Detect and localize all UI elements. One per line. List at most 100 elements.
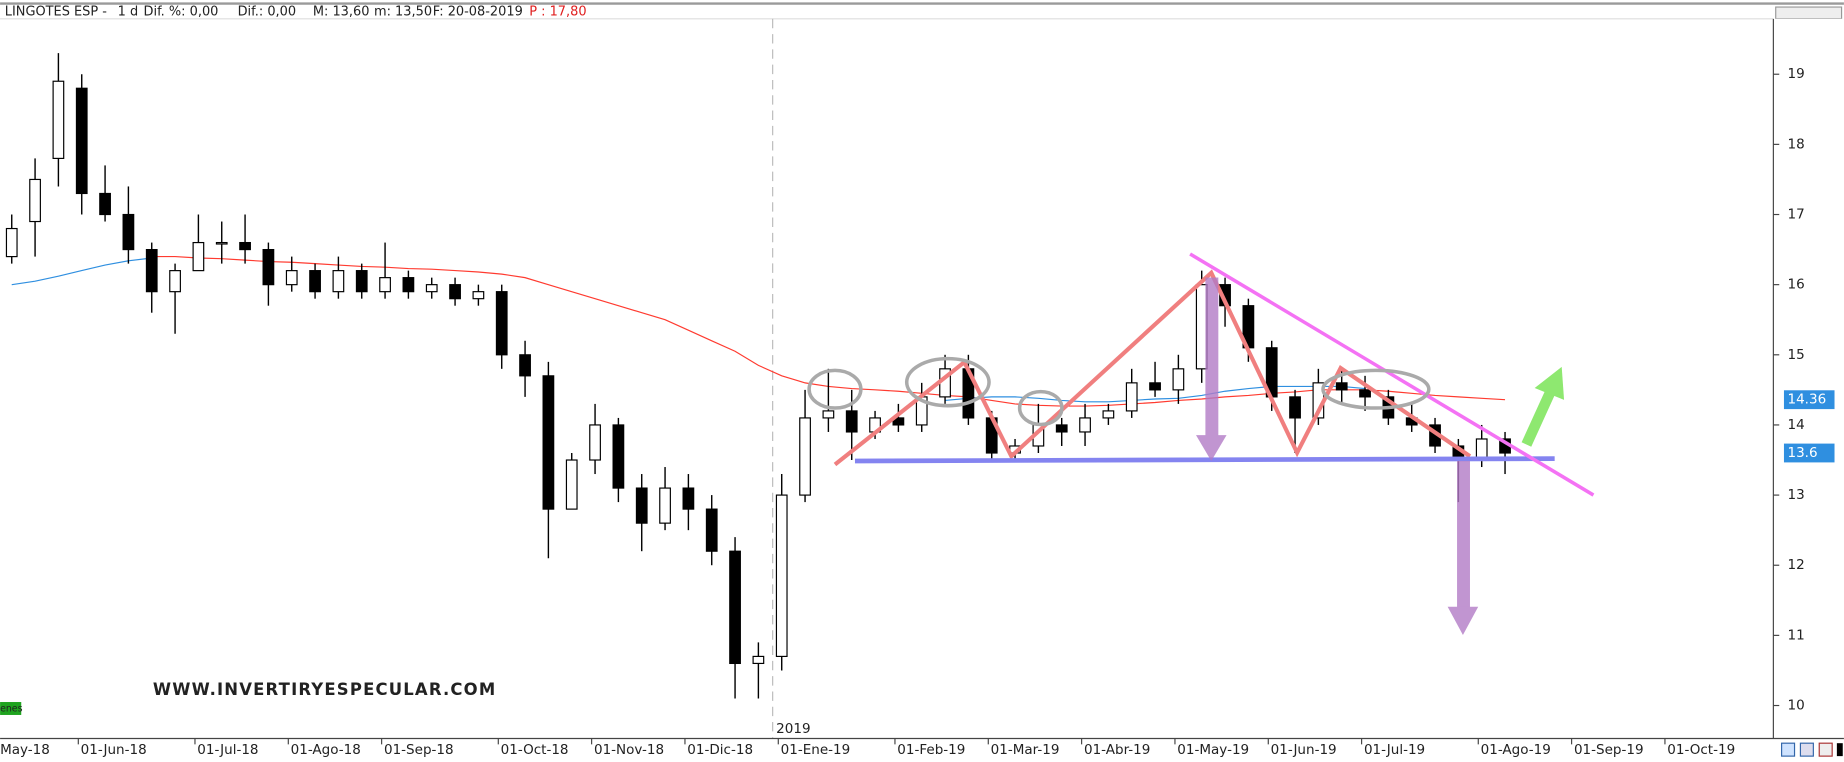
x-tick-label: 01-Ago-18 (291, 742, 361, 758)
candle-body (309, 270, 321, 293)
price-tag (1783, 390, 1835, 410)
candle-body (1079, 417, 1091, 433)
candle-body (99, 192, 111, 216)
header-field: F: 20-08-2019 (433, 4, 523, 19)
x-tick-label: 01-Oct-19 (1667, 742, 1735, 758)
candle-body (542, 375, 555, 510)
candle-body (122, 213, 135, 251)
target-arrow (1447, 460, 1479, 635)
x-tick-label: 01-Ene-19 (781, 742, 851, 758)
x-tick-label: 01-Jul-18 (197, 742, 258, 758)
candle-body (799, 417, 811, 496)
candle-body (1055, 424, 1068, 433)
x-tick-label: 01-Sep-18 (384, 742, 454, 758)
y-tick-label: 18 (1787, 136, 1804, 152)
x-tick-label: 01-Nov-18 (594, 742, 664, 758)
scroll-widget[interactable] (1775, 6, 1843, 20)
candle-body (215, 241, 228, 245)
candle-body (1172, 368, 1185, 391)
price-field: P : 17,80 (529, 4, 586, 19)
candle-body (1102, 410, 1115, 419)
candle-body (449, 284, 461, 300)
candle-body (845, 410, 858, 433)
candle-body (519, 354, 531, 377)
price-tag-label: 13.6 (1787, 445, 1817, 461)
candle-body (355, 270, 368, 293)
header-field: m: 13,50 (374, 4, 432, 19)
candle-body (169, 270, 181, 293)
x-tick-label: May-18 (0, 742, 50, 758)
candle-body (402, 277, 415, 293)
header-field: Dif. %: 0,00 (144, 4, 219, 19)
y-axis-panel (1773, 18, 1844, 739)
header-field: M: 13,60 (313, 4, 370, 19)
x-tick-label: 01-Jul-19 (1364, 742, 1425, 758)
y-tick-label: 11 (1787, 627, 1804, 643)
x-tick-label: 01-Feb-19 (897, 742, 965, 758)
icon[interactable] (1799, 742, 1814, 757)
candle-body (729, 550, 741, 665)
icon[interactable] (1781, 742, 1796, 757)
x-tick-label: 01-Mar-19 (991, 742, 1060, 758)
header-field: Dif.: 0,00 (238, 4, 297, 19)
toolbar-icons (1781, 742, 1843, 757)
x-tick-label: 01-Oct-18 (501, 742, 569, 758)
candle-body (1149, 382, 1161, 391)
candle-body (659, 487, 671, 524)
support-line (854, 456, 1555, 464)
year-label: 2019 (776, 721, 810, 737)
trend-line (1189, 252, 1595, 497)
plot-area (5, 53, 1511, 699)
annotations (807, 252, 1595, 635)
candle-body (332, 270, 345, 293)
y-tick-label: 14 (1787, 417, 1804, 433)
icon[interactable] (1818, 742, 1833, 757)
y-tick-label: 15 (1787, 347, 1804, 363)
candle-body (379, 277, 391, 293)
indicator-label: enes (0, 704, 23, 715)
candle-body (752, 655, 765, 665)
candle-body (472, 291, 485, 300)
icon[interactable] (1836, 743, 1843, 757)
x-tick-label: 01-Jun-18 (81, 742, 147, 758)
highlight-circle (1321, 368, 1431, 410)
candle-body (5, 227, 18, 258)
y-tick-label: 10 (1787, 698, 1804, 714)
x-tick-label: 01-Dic-18 (687, 742, 753, 758)
candle-body (565, 459, 578, 510)
candle-body (75, 87, 88, 195)
candle-body (145, 248, 158, 293)
candle-body (822, 410, 835, 419)
y-tick-label: 13 (1787, 487, 1804, 503)
price-tag-label: 14.36 (1787, 392, 1826, 408)
candle-body (1125, 382, 1138, 412)
highlight-circle (1017, 389, 1064, 427)
candle-body (262, 248, 275, 286)
candle-body (705, 508, 718, 552)
highlight-circle (904, 356, 991, 408)
candle-body (682, 487, 695, 510)
candle-body (1289, 396, 1301, 419)
candle-body (892, 417, 905, 426)
candle-body (29, 178, 41, 223)
candle-body (192, 241, 205, 272)
candle-body (1359, 389, 1371, 398)
x-tick-label: 01-May-19 (1177, 742, 1249, 758)
candle-body (612, 424, 625, 489)
highlight-circle (807, 368, 863, 410)
candle-body (52, 80, 65, 159)
x-tick-label: 01-Abr-19 (1084, 742, 1150, 758)
candle-body (589, 424, 601, 461)
header: LINGOTES ESP - 1 d P : 17,80 Dif. %: 0,0… (5, 4, 587, 19)
symbol: LINGOTES ESP - (5, 4, 107, 19)
y-tick-label: 12 (1787, 557, 1804, 573)
x-tick-label: 01-Sep-19 (1574, 742, 1644, 758)
y-tick-label: 17 (1787, 207, 1804, 223)
watermark: WWW.INVERTIRYESPECULAR.COM (153, 680, 496, 699)
x-tick-label: 01-Jun-19 (1271, 742, 1337, 758)
y-tick-label: 16 (1787, 277, 1804, 293)
x-tick-label: 01-Ago-19 (1481, 742, 1551, 758)
y-tick-label: 19 (1787, 66, 1804, 82)
